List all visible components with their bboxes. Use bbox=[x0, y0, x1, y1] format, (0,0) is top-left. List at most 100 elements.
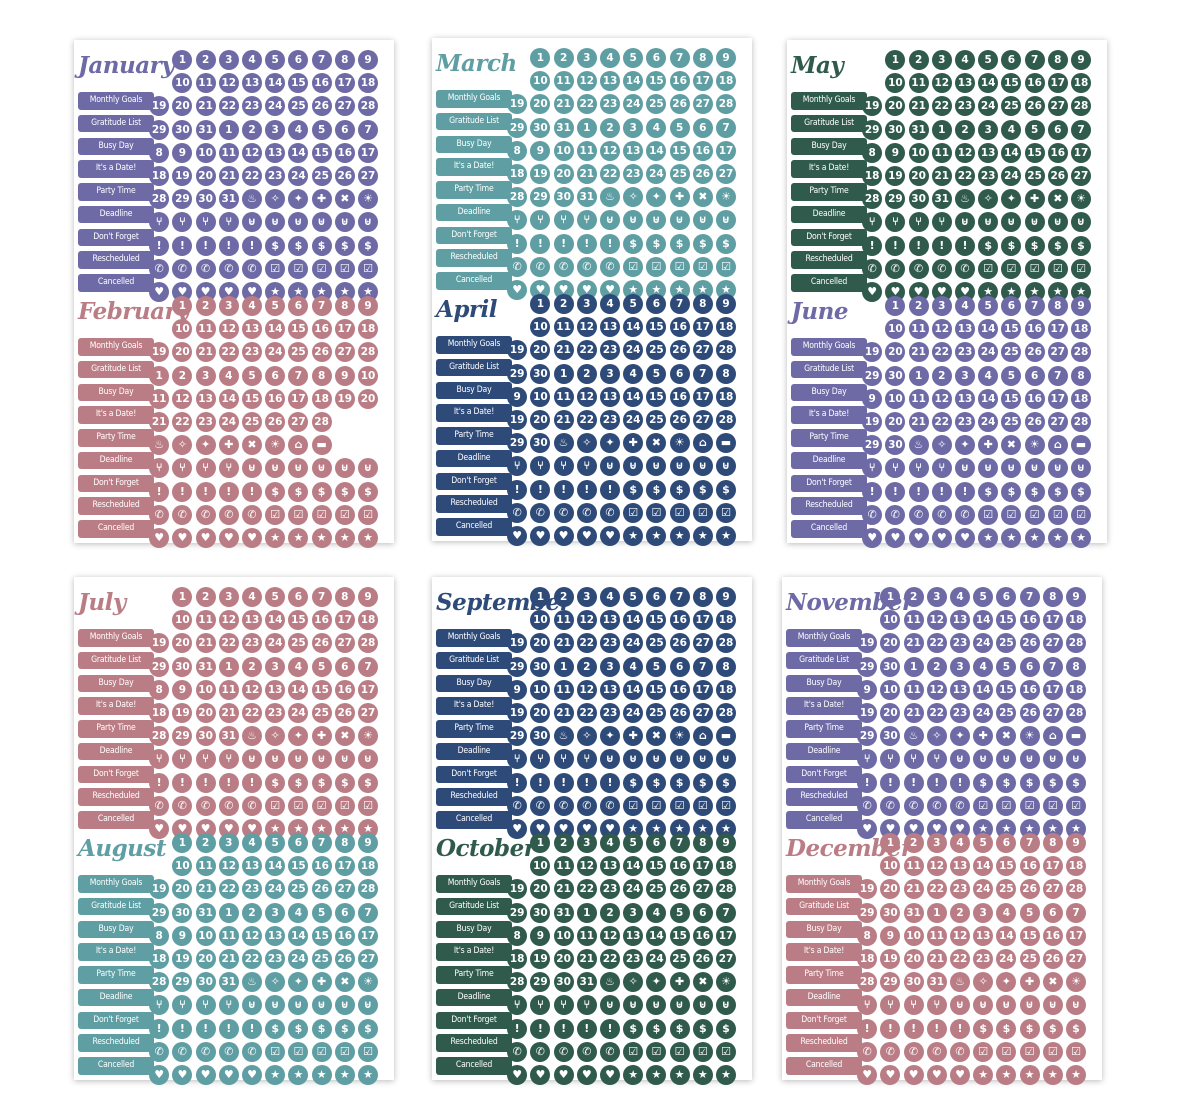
party-popper-icon[interactable]: ✧ bbox=[576, 726, 597, 747]
day-sticker[interactable]: 9 bbox=[358, 50, 378, 70]
label-sticker[interactable]: Deadline bbox=[78, 451, 154, 470]
exclamation-icon[interactable]: ! bbox=[857, 772, 878, 793]
day-sticker[interactable]: 7 bbox=[1024, 50, 1045, 70]
dollar-icon[interactable]: $ bbox=[265, 772, 286, 793]
calendar-check-icon[interactable]: ☑ bbox=[623, 1041, 644, 1062]
day-sticker[interactable]: 1 bbox=[218, 119, 239, 140]
day-sticker[interactable]: 17 bbox=[1066, 925, 1086, 946]
calendar-check-icon[interactable]: ☑ bbox=[716, 256, 736, 277]
day-sticker[interactable]: 6 bbox=[1001, 296, 1022, 316]
day-sticker[interactable]: 14 bbox=[978, 73, 999, 94]
day-sticker[interactable]: 19 bbox=[857, 633, 878, 654]
calendar-check-icon[interactable]: ☑ bbox=[311, 504, 332, 525]
day-sticker[interactable]: 12 bbox=[172, 388, 193, 409]
day-sticker[interactable]: 29 bbox=[862, 365, 883, 386]
day-sticker[interactable]: 19 bbox=[172, 949, 193, 969]
shopping-cart-icon[interactable]: ⊎ bbox=[950, 995, 970, 1016]
day-sticker[interactable]: 21 bbox=[576, 164, 597, 184]
phone-icon[interactable]: ✆ bbox=[908, 504, 929, 525]
day-sticker[interactable]: 11 bbox=[576, 925, 597, 946]
day-sticker[interactable]: 2 bbox=[553, 294, 574, 314]
day-sticker[interactable]: 11 bbox=[553, 679, 574, 700]
party-popper-icon[interactable]: ✧ bbox=[265, 189, 286, 210]
day-sticker[interactable]: 25 bbox=[311, 166, 332, 186]
label-sticker[interactable]: Cancelled bbox=[791, 274, 867, 292]
day-sticker[interactable]: 7 bbox=[692, 656, 713, 677]
day-sticker[interactable]: 12 bbox=[950, 925, 970, 946]
day-sticker[interactable]: 2 bbox=[172, 365, 193, 386]
phone-icon[interactable]: ✆ bbox=[195, 795, 216, 816]
day-sticker[interactable]: 11 bbox=[553, 610, 574, 631]
day-sticker[interactable]: 30 bbox=[195, 726, 216, 747]
day-sticker[interactable]: 13 bbox=[955, 319, 975, 340]
day-sticker[interactable]: 21 bbox=[553, 94, 574, 115]
day-sticker[interactable]: 18 bbox=[1066, 679, 1086, 700]
day-sticker[interactable]: 13 bbox=[242, 610, 262, 631]
day-sticker[interactable]: 4 bbox=[242, 833, 262, 853]
cake-icon[interactable]: ♨ bbox=[553, 726, 574, 747]
day-sticker[interactable]: 1 bbox=[530, 587, 551, 607]
calendar-check-icon[interactable]: ☑ bbox=[716, 795, 736, 816]
day-sticker[interactable]: 18 bbox=[716, 679, 736, 700]
shopping-cart-icon[interactable]: ⊎ bbox=[996, 749, 1017, 770]
phone-icon[interactable]: ✆ bbox=[507, 1041, 528, 1062]
day-sticker[interactable]: 16 bbox=[1024, 319, 1045, 340]
heart-icon[interactable]: ♥ bbox=[507, 526, 528, 546]
day-sticker[interactable]: 26 bbox=[1024, 412, 1045, 432]
day-sticker[interactable]: 5 bbox=[973, 833, 994, 853]
phone-icon[interactable]: ✆ bbox=[885, 504, 906, 525]
dollar-icon[interactable]: $ bbox=[288, 1018, 309, 1039]
exclamation-icon[interactable]: ! bbox=[600, 233, 620, 254]
label-sticker[interactable]: Don't Forget bbox=[78, 1011, 154, 1029]
phone-icon[interactable]: ✆ bbox=[950, 795, 970, 816]
day-sticker[interactable]: 2 bbox=[903, 833, 924, 853]
day-sticker[interactable]: 5 bbox=[669, 902, 690, 923]
day-sticker[interactable]: 25 bbox=[646, 879, 667, 900]
day-sticker[interactable]: 15 bbox=[288, 73, 309, 94]
label-sticker[interactable]: Rescheduled bbox=[78, 251, 154, 269]
shopping-cart-icon[interactable]: ⊎ bbox=[955, 212, 975, 233]
day-sticker[interactable]: 25 bbox=[1024, 166, 1045, 186]
day-sticker[interactable]: 17 bbox=[692, 71, 713, 92]
exclamation-icon[interactable]: ! bbox=[885, 235, 906, 256]
shopping-cart-icon[interactable]: ⊎ bbox=[334, 212, 355, 233]
calendar-check-icon[interactable]: ☑ bbox=[1071, 504, 1091, 525]
day-sticker[interactable]: 23 bbox=[265, 949, 286, 969]
star-icon[interactable]: ★ bbox=[646, 526, 667, 546]
day-sticker[interactable]: 16 bbox=[334, 925, 355, 946]
day-sticker[interactable]: 23 bbox=[600, 94, 620, 115]
day-sticker[interactable]: 28 bbox=[716, 340, 736, 361]
day-sticker[interactable]: 21 bbox=[553, 340, 574, 361]
label-sticker[interactable]: Deadline bbox=[78, 988, 154, 1007]
day-sticker[interactable]: 16 bbox=[1047, 142, 1068, 163]
day-sticker[interactable]: 7 bbox=[1024, 296, 1045, 316]
day-sticker[interactable]: 7 bbox=[1019, 833, 1040, 853]
tools-icon[interactable]: ✖ bbox=[996, 726, 1017, 747]
day-sticker[interactable]: 22 bbox=[242, 949, 262, 969]
phone-icon[interactable]: ✆ bbox=[576, 256, 597, 277]
day-sticker[interactable]: 28 bbox=[358, 633, 378, 654]
calendar-check-icon[interactable]: ☑ bbox=[973, 795, 994, 816]
exclamation-icon[interactable]: ! bbox=[955, 235, 975, 256]
shopping-cart-icon[interactable]: ⊎ bbox=[288, 212, 309, 233]
day-sticker[interactable]: 26 bbox=[692, 949, 713, 969]
day-sticker[interactable]: 5 bbox=[1024, 119, 1045, 140]
day-sticker[interactable]: 18 bbox=[716, 610, 736, 631]
exclamation-icon[interactable]: ! bbox=[530, 1018, 551, 1039]
shopping-cart-icon[interactable]: ⊎ bbox=[973, 749, 994, 770]
day-sticker[interactable]: 4 bbox=[978, 365, 999, 386]
utensils-icon[interactable]: ⑂ bbox=[576, 995, 597, 1016]
label-sticker[interactable]: Gratitude List bbox=[436, 651, 512, 670]
day-sticker[interactable]: 19 bbox=[507, 340, 528, 361]
calendar-check-icon[interactable]: ☑ bbox=[623, 256, 644, 277]
shopping-cart-icon[interactable]: ⊎ bbox=[950, 749, 970, 770]
shopping-cart-icon[interactable]: ⊎ bbox=[1071, 212, 1091, 233]
label-sticker[interactable]: Don't Forget bbox=[791, 228, 867, 246]
day-sticker[interactable]: 14 bbox=[288, 142, 309, 163]
day-sticker[interactable]: 3 bbox=[931, 50, 952, 70]
calendar-check-icon[interactable]: ☑ bbox=[1066, 1041, 1086, 1062]
day-sticker[interactable]: 9 bbox=[1066, 587, 1086, 607]
car-icon[interactable]: ▬ bbox=[1071, 435, 1091, 456]
day-sticker[interactable]: 21 bbox=[195, 633, 216, 654]
day-sticker[interactable]: 12 bbox=[218, 319, 239, 340]
